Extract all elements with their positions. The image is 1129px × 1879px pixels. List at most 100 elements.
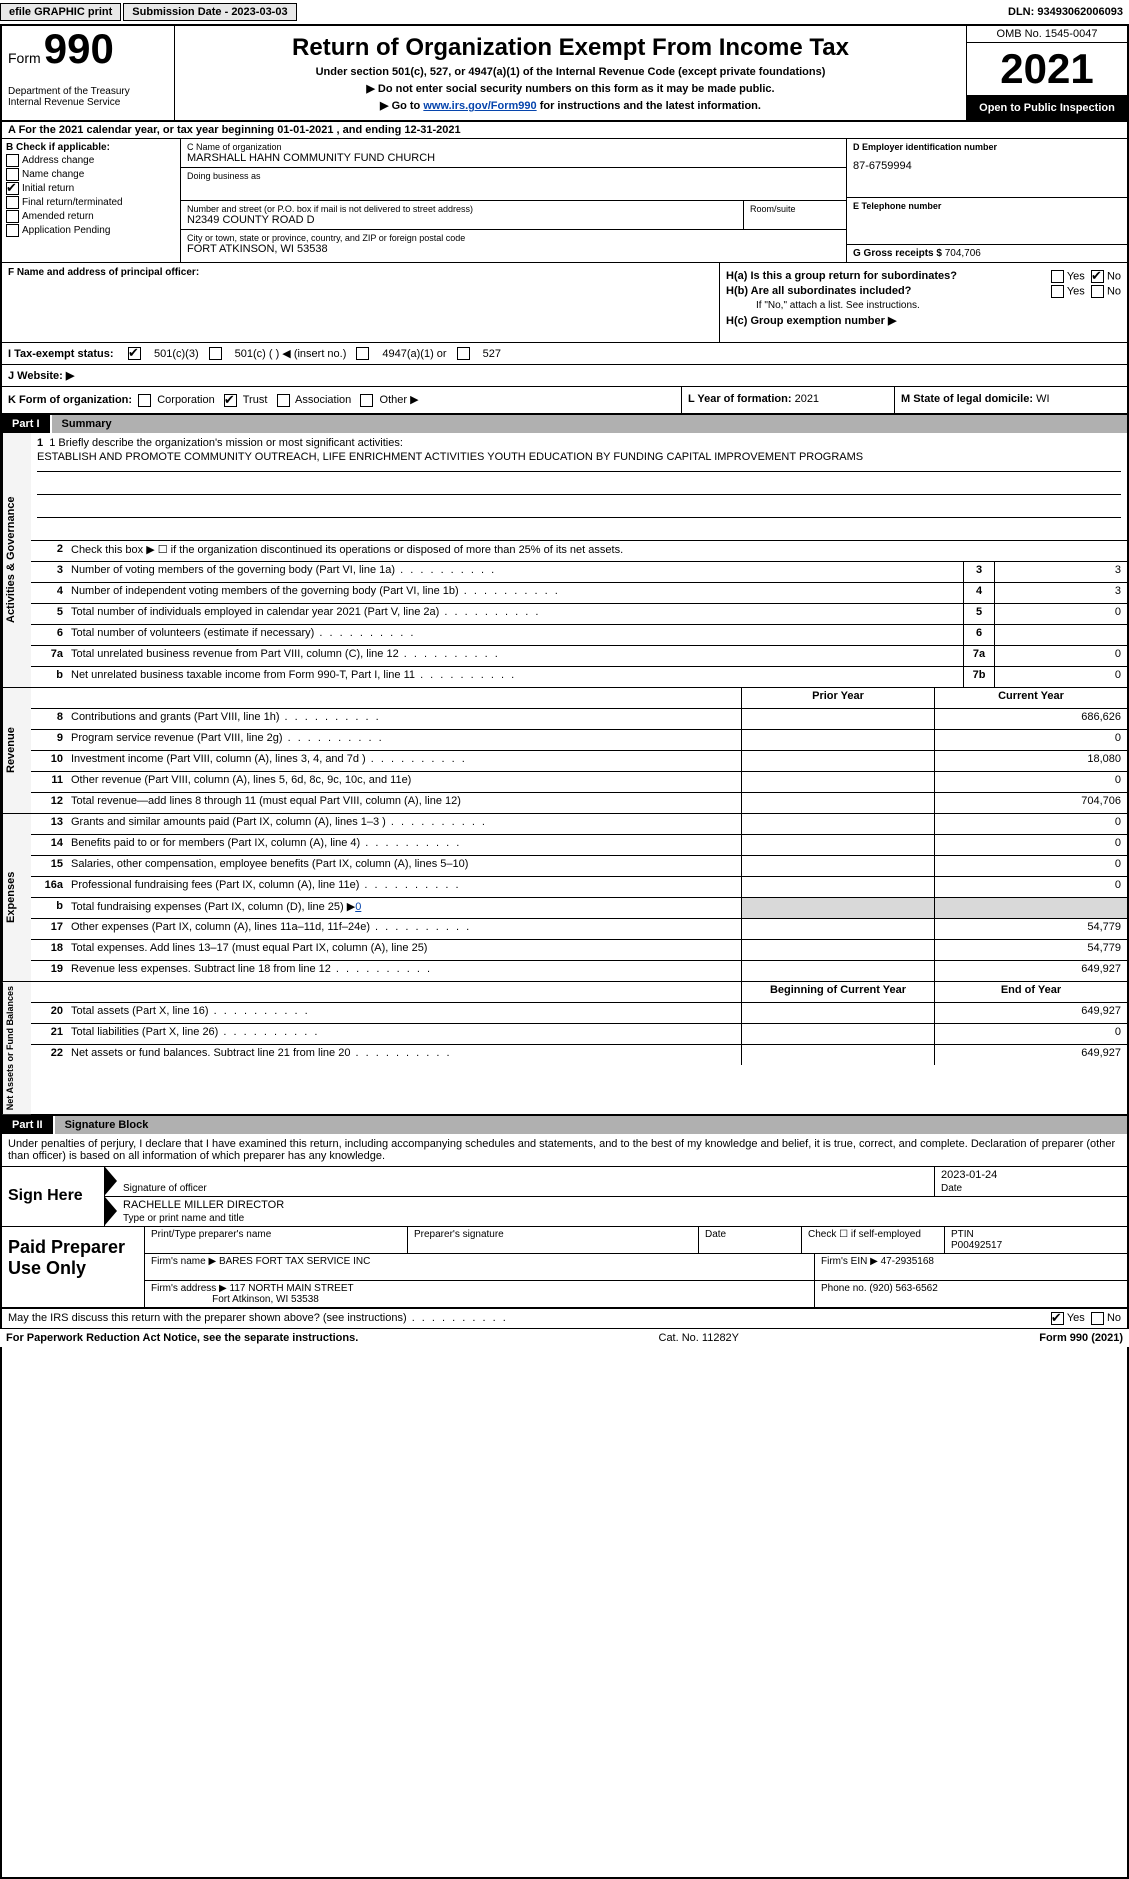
line21-curr: 0 xyxy=(934,1024,1127,1044)
gross-label: G Gross receipts $ xyxy=(853,248,942,259)
527-checkbox[interactable] xyxy=(457,347,470,360)
ein-value: 87-6759994 xyxy=(853,160,1121,172)
part1-title: Summary xyxy=(52,415,1127,433)
sig-officer-label: Signature of officer xyxy=(123,1183,928,1194)
net-side-label: Net Assets or Fund Balances xyxy=(2,982,31,1114)
line18-curr: 54,779 xyxy=(934,940,1127,960)
revenue-side-label: Revenue xyxy=(2,688,31,813)
revenue-block: Revenue Prior YearCurrent Year 8Contribu… xyxy=(0,688,1129,814)
application-pending-checkbox[interactable] xyxy=(6,224,19,237)
klm-row: K Form of organization: Corporation Trus… xyxy=(0,387,1129,415)
line9-curr: 0 xyxy=(934,730,1127,750)
hb-yes-checkbox[interactable] xyxy=(1051,285,1064,298)
arrow-icon xyxy=(105,1167,117,1196)
open-to-public: Open to Public Inspection xyxy=(967,96,1127,120)
year-formation-label: L Year of formation: xyxy=(688,393,792,405)
city-label: City or town, state or province, country… xyxy=(187,233,840,243)
line15-curr: 0 xyxy=(934,856,1127,876)
form-header: Form 990 Department of the Treasury Inte… xyxy=(0,25,1129,122)
officer-label: F Name and address of principal officer: xyxy=(8,267,713,278)
status-i-label: I Tax-exempt status: xyxy=(8,348,118,360)
corp-checkbox[interactable] xyxy=(138,394,151,407)
sig-date-label: Date xyxy=(941,1183,1121,1194)
hb-note: If "No," attach a list. See instructions… xyxy=(726,300,1121,311)
form-word: Form xyxy=(8,50,41,66)
501c3-checkbox[interactable] xyxy=(128,347,141,360)
line7a-value: 0 xyxy=(994,646,1127,666)
state-domicile-label: M State of legal domicile: xyxy=(901,393,1033,405)
city-value: FORT ATKINSON, WI 53538 xyxy=(187,243,840,255)
line4-value: 3 xyxy=(994,583,1127,603)
ha-no-checkbox[interactable] xyxy=(1091,270,1104,283)
may-discuss-text: May the IRS discuss this return with the… xyxy=(8,1312,508,1324)
part2-header: Part II Signature Block xyxy=(0,1116,1129,1134)
line12-curr: 704,706 xyxy=(934,793,1127,813)
prior-year-header: Prior Year xyxy=(741,688,934,708)
line22-curr: 649,927 xyxy=(934,1045,1127,1065)
officer-name-value: RACHELLE MILLER DIRECTOR xyxy=(123,1199,1121,1213)
line8-curr: 686,626 xyxy=(934,709,1127,729)
form-of-org: K Form of organization: Corporation Trus… xyxy=(2,387,682,413)
trust-checkbox[interactable] xyxy=(224,394,237,407)
prep-name-header: Print/Type preparer's name xyxy=(145,1227,408,1253)
form990-link[interactable]: www.irs.gov/Form990 xyxy=(423,100,536,112)
ha-yes-checkbox[interactable] xyxy=(1051,270,1064,283)
part2-title: Signature Block xyxy=(55,1116,1127,1134)
amended-return-checkbox[interactable] xyxy=(6,210,19,223)
line16a-curr: 0 xyxy=(934,877,1127,897)
line7a-desc: Total unrelated business revenue from Pa… xyxy=(67,646,963,666)
mission-row: 1 1 Briefly describe the organization's … xyxy=(31,433,1127,541)
part2-num: Part II xyxy=(2,1116,55,1134)
firm-ein-value: 47-2935168 xyxy=(881,1256,934,1267)
firm-ein-label: Firm's EIN ▶ xyxy=(821,1256,878,1267)
end-year-header: End of Year xyxy=(934,982,1127,1002)
website-label: J Website: ▶ xyxy=(8,369,118,382)
arrow-icon xyxy=(105,1197,117,1226)
final-return-checkbox[interactable] xyxy=(6,196,19,209)
assoc-checkbox[interactable] xyxy=(277,394,290,407)
form-id-block: Form 990 Department of the Treasury Inte… xyxy=(2,26,175,120)
line3-desc: Number of voting members of the governin… xyxy=(67,562,963,582)
501c-blank-checkbox[interactable] xyxy=(209,347,222,360)
begin-year-header: Beginning of Current Year xyxy=(741,982,934,1002)
4947-checkbox[interactable] xyxy=(356,347,369,360)
form-title-block: Return of Organization Exempt From Incom… xyxy=(175,26,967,120)
street-value: N2349 COUNTY ROAD D xyxy=(187,214,737,226)
submission-date: Submission Date - 2023-03-03 xyxy=(123,3,296,21)
hb-no-checkbox[interactable] xyxy=(1091,285,1104,298)
form-footer-id: Form 990 (2021) xyxy=(1039,1332,1123,1344)
line4-desc: Number of independent voting members of … xyxy=(67,583,963,603)
initial-return-checkbox[interactable] xyxy=(6,182,19,195)
room-label: Room/suite xyxy=(750,204,840,214)
paperwork-notice: For Paperwork Reduction Act Notice, see … xyxy=(6,1332,358,1344)
firm-name-label: Firm's name ▶ xyxy=(151,1256,216,1267)
line3-value: 3 xyxy=(994,562,1127,582)
period-line: A For the 2021 calendar year, or tax yea… xyxy=(0,122,1129,139)
org-name-value: MARSHALL HAHN COMMUNITY FUND CHURCH xyxy=(187,152,840,164)
ptin-value: P00492517 xyxy=(951,1240,1002,1251)
phone-value: (920) 563-6562 xyxy=(869,1283,937,1294)
line14-desc: Benefits paid to or for members (Part IX… xyxy=(67,835,741,855)
ssn-hint: ▶ Do not enter social security numbers o… xyxy=(183,82,958,95)
goto-hint: ▶ Go to www.irs.gov/Form990 for instruct… xyxy=(183,99,958,112)
other-checkbox[interactable] xyxy=(360,394,373,407)
phone-label: Phone no. xyxy=(821,1283,867,1294)
paid-preparer-label: Paid Preparer Use Only xyxy=(2,1227,145,1307)
address-change-checkbox[interactable] xyxy=(6,154,19,167)
line8-desc: Contributions and grants (Part VIII, lin… xyxy=(67,709,741,729)
governance-side-label: Activities & Governance xyxy=(2,433,31,687)
part1-num: Part I xyxy=(2,415,52,433)
line6-value xyxy=(994,625,1127,645)
officer-name-label: Type or print name and title xyxy=(123,1213,1121,1224)
website-row: J Website: ▶ xyxy=(0,365,1129,387)
ein-block: D Employer identification number 87-6759… xyxy=(846,139,1127,262)
year-block: OMB No. 1545-0047 2021 Open to Public In… xyxy=(967,26,1127,120)
org-info: C Name of organization MARSHALL HAHN COM… xyxy=(181,139,846,262)
line7b-value: 0 xyxy=(994,667,1127,687)
net-assets-block: Net Assets or Fund Balances Beginning of… xyxy=(0,982,1129,1116)
mission-text: ESTABLISH AND PROMOTE COMMUNITY OUTREACH… xyxy=(37,449,1121,472)
street-label: Number and street (or P.O. box if mail i… xyxy=(187,204,737,214)
efile-button[interactable]: efile GRAPHIC print xyxy=(0,3,121,21)
may-yes-checkbox[interactable] xyxy=(1051,1312,1064,1325)
may-no-checkbox[interactable] xyxy=(1091,1312,1104,1325)
